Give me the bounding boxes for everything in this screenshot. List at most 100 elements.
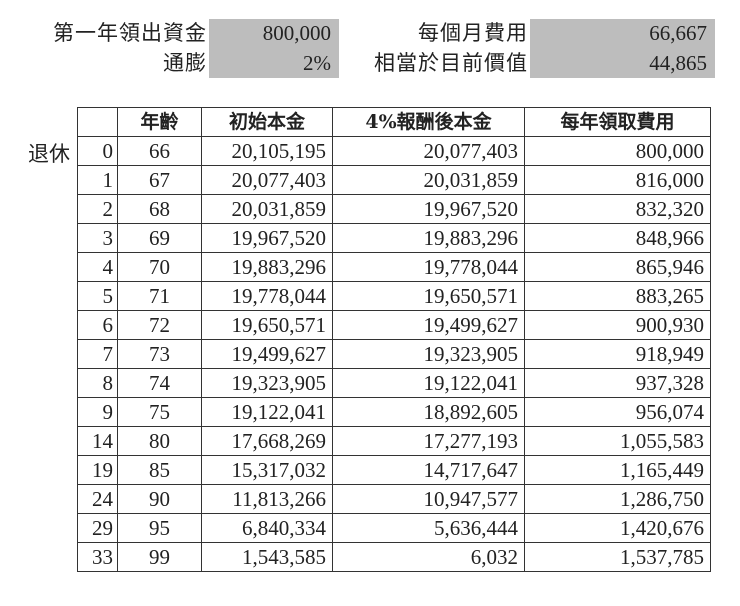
principal-after-return-cell[interactable]: 19,967,520 [332,194,525,224]
annual-withdrawal-cell[interactable]: 816,000 [524,165,711,195]
age-cell[interactable]: 99 [117,542,202,572]
principal-after-return-cell[interactable]: 17,277,193 [332,426,525,456]
row-index[interactable]: 1 [77,165,118,195]
principal-after-return-cell[interactable]: 19,778,044 [332,252,525,282]
annual-withdrawal-cell[interactable]: 865,946 [524,252,711,282]
row-index[interactable]: 0 [77,136,118,166]
initial-principal-cell[interactable]: 19,323,905 [201,368,333,398]
header-initial-principal: 初始本金 [201,107,333,137]
age-cell[interactable]: 68 [117,194,202,224]
inflation-label: 通膨 [163,50,207,75]
age-cell[interactable]: 80 [117,426,202,456]
table-row: 0 66 20,105,195 20,077,403 800,000 [77,136,711,166]
initial-principal-cell[interactable]: 17,668,269 [201,426,333,456]
annual-withdrawal-cell[interactable]: 956,074 [524,397,711,427]
row-index[interactable]: 7 [77,339,118,369]
principal-after-return-cell[interactable]: 19,499,627 [332,310,525,340]
annual-withdrawal-cell[interactable]: 1,055,583 [524,426,711,456]
table-row: 4 70 19,883,296 19,778,044 865,946 [77,252,711,282]
row-index[interactable]: 5 [77,281,118,311]
principal-after-return-cell[interactable]: 18,892,605 [332,397,525,427]
row-index[interactable]: 24 [77,484,118,514]
principal-after-return-cell[interactable]: 20,031,859 [332,165,525,195]
annual-withdrawal-cell[interactable]: 800,000 [524,136,711,166]
age-cell[interactable]: 75 [117,397,202,427]
table-row: 8 74 19,323,905 19,122,041 937,328 [77,368,711,398]
initial-principal-cell[interactable]: 19,122,041 [201,397,333,427]
first-year-withdrawal-value[interactable]: 800,000 [262,21,331,45]
initial-principal-cell[interactable]: 6,840,334 [201,513,333,543]
principal-after-return-cell[interactable]: 19,650,571 [332,281,525,311]
table-row: 1 67 20,077,403 20,031,859 816,000 [77,165,711,195]
age-cell[interactable]: 72 [117,310,202,340]
initial-principal-cell[interactable]: 15,317,032 [201,455,333,485]
monthly-expense-value[interactable]: 66,667 [649,21,707,45]
annual-withdrawal-cell[interactable]: 848,966 [524,223,711,253]
row-index[interactable]: 2 [77,194,118,224]
initial-principal-cell[interactable]: 19,499,627 [201,339,333,369]
annual-withdrawal-cell[interactable]: 918,949 [524,339,711,369]
initial-principal-cell[interactable]: 20,031,859 [201,194,333,224]
age-cell[interactable]: 95 [117,513,202,543]
principal-after-return-cell[interactable]: 19,122,041 [332,368,525,398]
monthly-expense-label: 每個月費用 [418,21,528,45]
annual-withdrawal-cell[interactable]: 1,537,785 [524,542,711,572]
retirement-table: 年齡 初始本金 4%報酬後本金 每年領取費用 0 66 20,105,195 20,0… [77,107,711,572]
row-index[interactable]: 14 [77,426,118,456]
table-row: 14 80 17,668,269 17,277,193 1,055,583 [77,426,711,456]
initial-principal-cell[interactable]: 1,543,585 [201,542,333,572]
annual-withdrawal-cell[interactable]: 1,420,676 [524,513,711,543]
age-cell[interactable]: 69 [117,223,202,253]
summary-right-values: 66,667 44,865 [530,19,715,78]
initial-principal-cell[interactable]: 19,778,044 [201,281,333,311]
initial-principal-cell[interactable]: 20,105,195 [201,136,333,166]
row-index[interactable]: 29 [77,513,118,543]
row-index[interactable]: 3 [77,223,118,253]
first-year-withdrawal-label: 第一年領出資金 [53,21,207,45]
row-index[interactable]: 4 [77,252,118,282]
initial-principal-cell[interactable]: 19,967,520 [201,223,333,253]
principal-after-return-cell[interactable]: 10,947,577 [332,484,525,514]
summary-left-values: 800,000 2% [209,19,339,78]
present-value-value[interactable]: 44,865 [649,50,707,75]
principal-after-return-cell[interactable]: 14,717,647 [332,455,525,485]
principal-after-return-cell[interactable]: 19,323,905 [332,339,525,369]
row-index[interactable]: 9 [77,397,118,427]
initial-principal-cell[interactable]: 11,813,266 [201,484,333,514]
principal-after-return-cell[interactable]: 6,032 [332,542,525,572]
table-row: 29 95 6,840,334 5,636,444 1,420,676 [77,513,711,543]
annual-withdrawal-cell[interactable]: 900,930 [524,310,711,340]
principal-after-return-cell[interactable]: 19,883,296 [332,223,525,253]
age-cell[interactable]: 85 [117,455,202,485]
annual-withdrawal-cell[interactable]: 1,286,750 [524,484,711,514]
initial-principal-cell[interactable]: 19,650,571 [201,310,333,340]
row-index[interactable]: 6 [77,310,118,340]
annual-withdrawal-cell[interactable]: 883,265 [524,281,711,311]
age-cell[interactable]: 67 [117,165,202,195]
row-index[interactable]: 8 [77,368,118,398]
row-index[interactable]: 33 [77,542,118,572]
table-header-row: 年齡 初始本金 4%報酬後本金 每年領取費用 [77,107,711,137]
age-cell[interactable]: 66 [117,136,202,166]
age-cell[interactable]: 73 [117,339,202,369]
principal-after-return-cell[interactable]: 20,077,403 [332,136,525,166]
age-cell[interactable]: 70 [117,252,202,282]
header-age: 年齡 [117,107,202,137]
annual-withdrawal-cell[interactable]: 1,165,449 [524,455,711,485]
table-row: 19 85 15,317,032 14,717,647 1,165,449 [77,455,711,485]
age-cell[interactable]: 74 [117,368,202,398]
table-row: 5 71 19,778,044 19,650,571 883,265 [77,281,711,311]
row-index[interactable]: 19 [77,455,118,485]
initial-principal-cell[interactable]: 19,883,296 [201,252,333,282]
table-row: 9 75 19,122,041 18,892,605 956,074 [77,397,711,427]
annual-withdrawal-cell[interactable]: 937,328 [524,368,711,398]
inflation-value[interactable]: 2% [303,50,331,75]
initial-principal-cell[interactable]: 20,077,403 [201,165,333,195]
table-row: 33 99 1,543,585 6,032 1,537,785 [77,542,711,572]
age-cell[interactable]: 71 [117,281,202,311]
header-annual-withdrawal: 每年領取費用 [524,107,711,137]
age-cell[interactable]: 90 [117,484,202,514]
annual-withdrawal-cell[interactable]: 832,320 [524,194,711,224]
principal-after-return-cell[interactable]: 5,636,444 [332,513,525,543]
present-value-label: 相當於目前價值 [374,50,528,75]
